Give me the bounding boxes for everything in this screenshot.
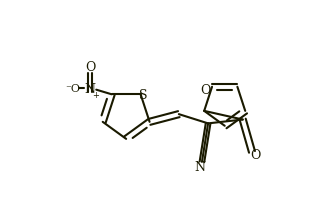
Text: N: N <box>85 82 95 95</box>
Text: ⁻O: ⁻O <box>66 84 81 94</box>
Text: +: + <box>92 90 99 99</box>
Text: N: N <box>194 160 205 173</box>
Text: O: O <box>85 61 95 74</box>
Text: O: O <box>251 148 261 161</box>
Text: S: S <box>139 89 147 102</box>
Text: O: O <box>201 83 211 96</box>
